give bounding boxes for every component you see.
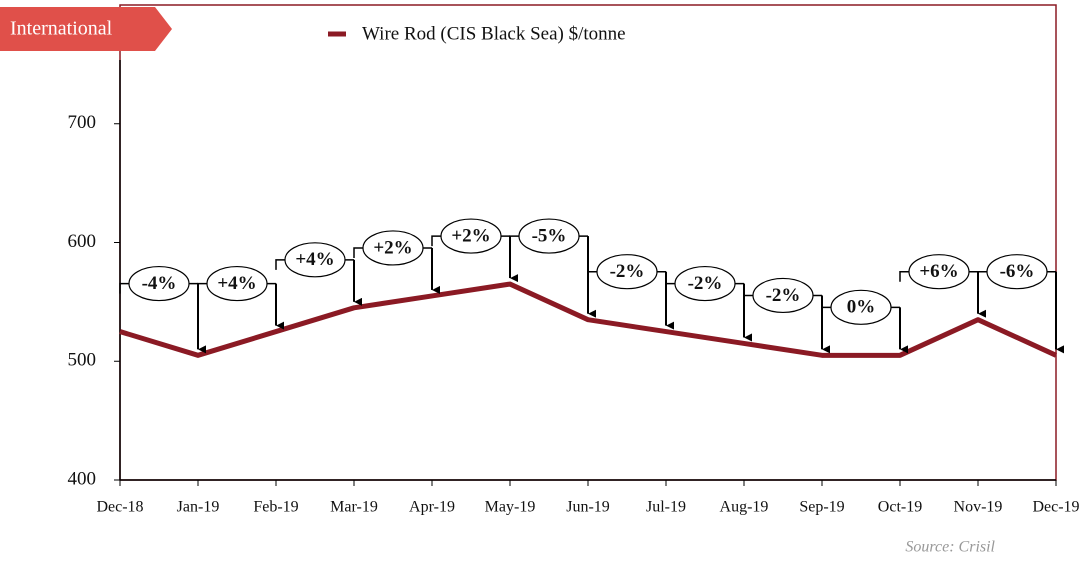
annotation-oval [752, 277, 814, 314]
annotation-oval [284, 242, 346, 278]
source: Source: Crisil [905, 539, 995, 556]
x-tick-label: Nov-19 [954, 499, 1003, 516]
annotation: +4% [295, 249, 334, 270]
x-tick-label: Jun-19 [566, 499, 610, 516]
annotation-oval [518, 218, 580, 254]
annotation-oval [674, 265, 736, 302]
annotation: -2% [610, 261, 645, 282]
series-line [119, 281, 1058, 358]
annotation-oval [830, 289, 892, 325]
annotation-oval [362, 230, 424, 266]
annotation-oval [206, 265, 268, 302]
y-tick-label: 500 [68, 350, 97, 371]
x-tick-label: Jul-19 [646, 499, 686, 516]
x-tick-label: May-19 [485, 499, 536, 516]
annotation: +4% [217, 273, 256, 294]
x-tick-label: Aug-19 [720, 499, 769, 516]
y-tick-label: 700 [68, 112, 97, 133]
x-tick-label: Oct-19 [878, 499, 922, 516]
legend-label: Wire Rod (CIS Black Sea) $/tonne [362, 23, 626, 44]
annotation: +6% [919, 261, 958, 282]
annotation-oval [908, 254, 970, 290]
x-tick-label: Feb-19 [253, 499, 298, 516]
annotation: -2% [766, 285, 801, 306]
annotation: -5% [532, 225, 567, 246]
annotation-oval [128, 265, 190, 302]
annotation-oval [440, 218, 502, 254]
annotation: -4% [142, 273, 177, 294]
x-tick-label: Mar-19 [330, 499, 378, 516]
tag-box [0, 7, 172, 51]
annotation: -6% [1000, 261, 1035, 282]
annotation-oval [596, 254, 658, 290]
x-tick-label: Dec-19 [1032, 499, 1079, 516]
x-tick-label: Sep-19 [799, 499, 844, 516]
x-tick-label: Dec-18 [96, 499, 143, 516]
y-tick-label: 400 [68, 468, 97, 489]
y-tick-label: 600 [68, 231, 97, 252]
x-tick-label: Jan-19 [177, 499, 220, 516]
annotation: +2% [373, 237, 412, 258]
annotation: -2% [688, 273, 723, 294]
tag: International [10, 18, 113, 40]
annotation: +2% [451, 225, 490, 246]
annotation-oval [986, 254, 1048, 290]
annotation: 0% [847, 297, 876, 318]
x-tick-label: Apr-19 [409, 499, 455, 516]
